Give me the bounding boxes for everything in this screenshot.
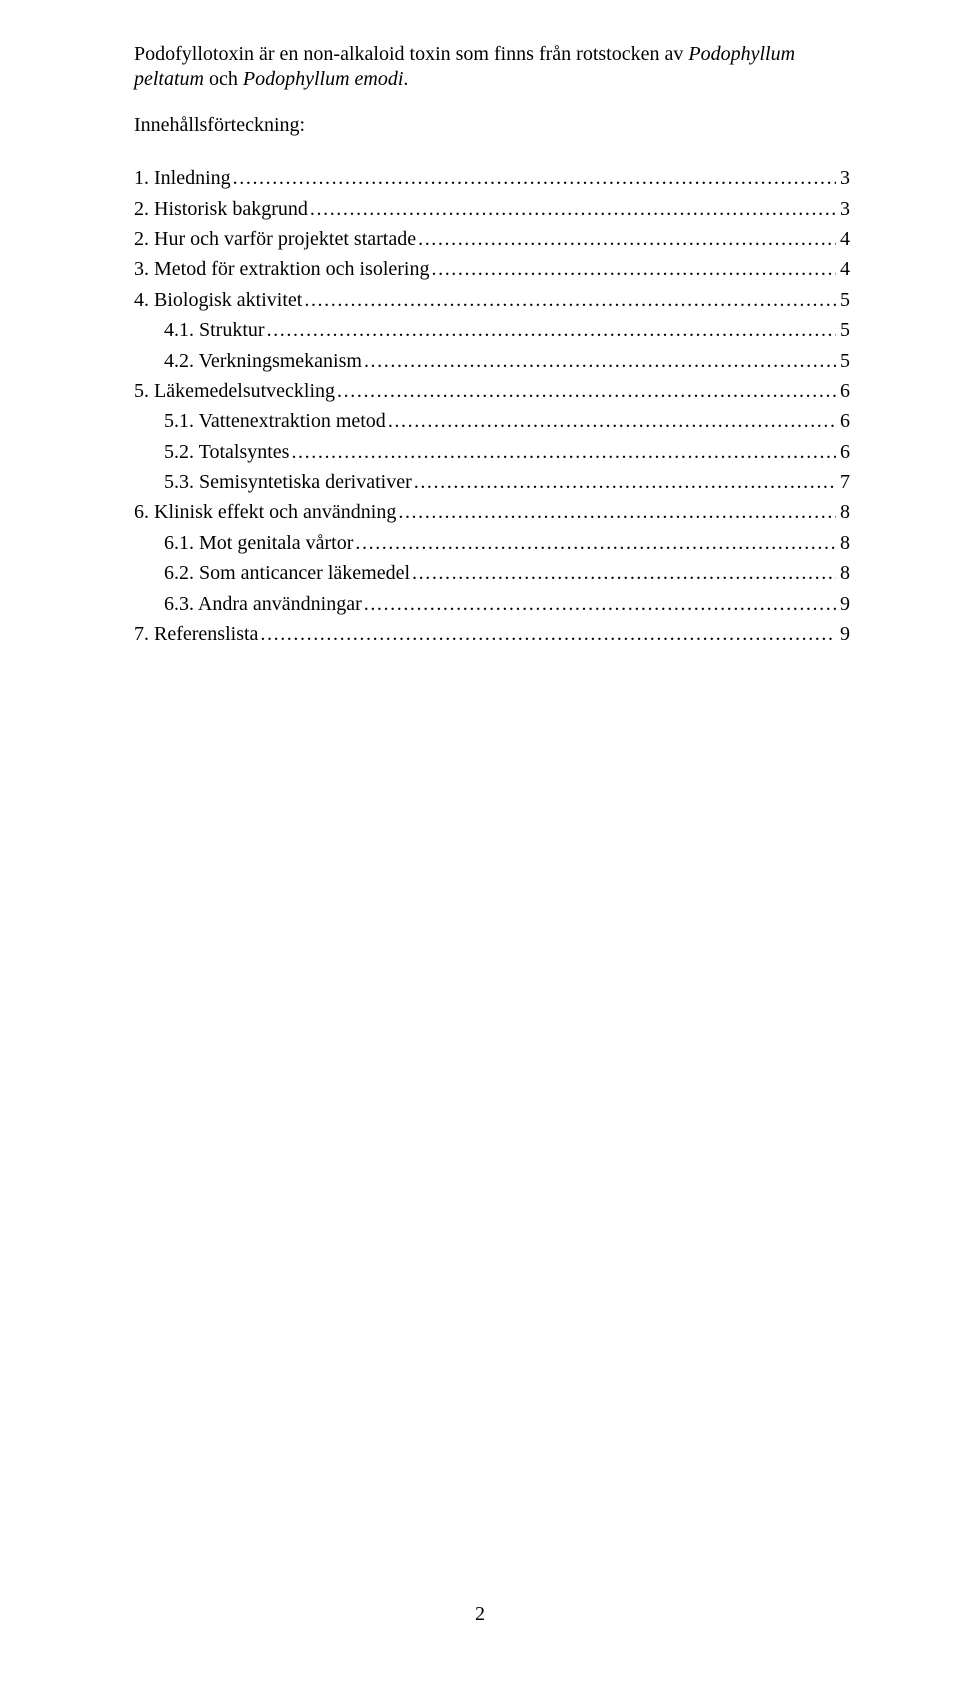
toc-row: 6. Klinisk effekt och användning 8	[134, 497, 850, 527]
toc-leader-dots	[364, 589, 836, 619]
toc-row: 7. Referenslista 9	[134, 619, 850, 649]
toc-leader-dots	[418, 224, 836, 254]
toc-page-number: 4	[838, 254, 850, 284]
toc-label: 3. Metod för extraktion och isolering	[134, 254, 430, 284]
toc-leader-dots	[337, 376, 836, 406]
toc-row: 6.1. Mot genitala vårtor 8	[134, 528, 850, 558]
toc-page-number: 9	[838, 619, 850, 649]
toc-row: 6.3. Andra användningar 9	[134, 589, 850, 619]
toc-label: 4.1. Struktur	[164, 315, 265, 345]
toc-page-number: 5	[838, 285, 850, 315]
toc-row: 5.3. Semisyntetiska derivativer 7	[134, 467, 850, 497]
intro-text-1: Podofyllotoxin är en non-alkaloid toxin …	[134, 43, 688, 65]
toc-label: 4.2. Verkningsmekanism	[164, 346, 362, 376]
toc-row: 4. Biologisk aktivitet 5	[134, 285, 850, 315]
toc-leader-dots	[412, 558, 836, 588]
document-page: Podofyllotoxin är en non-alkaloid toxin …	[0, 0, 960, 1686]
intro-text-2: och	[204, 68, 243, 90]
toc-row: 2. Historisk bakgrund 3	[134, 194, 850, 224]
table-of-contents: 1. Inledning32. Historisk bakgrund32. Hu…	[134, 163, 850, 649]
toc-leader-dots	[432, 254, 837, 284]
toc-leader-dots	[233, 163, 836, 193]
toc-page-number: 4	[838, 224, 850, 254]
toc-label: 5.1. Vattenextraktion metod	[164, 406, 386, 436]
intro-paragraph: Podofyllotoxin är en non-alkaloid toxin …	[134, 42, 850, 91]
toc-label: 1. Inledning	[134, 163, 231, 193]
toc-row: 2. Hur och varför projektet startade 4	[134, 224, 850, 254]
toc-page-number: 6	[838, 437, 850, 467]
toc-row: 5.2. Totalsyntes 6	[134, 437, 850, 467]
toc-label: 4. Biologisk aktivitet	[134, 285, 302, 315]
toc-page-number: 8	[838, 528, 850, 558]
toc-row: 4.2. Verkningsmekanism 5	[134, 346, 850, 376]
intro-italic-2: Podophyllum emodi	[243, 68, 404, 90]
toc-row: 1. Inledning 3	[134, 163, 850, 193]
toc-leader-dots	[355, 528, 836, 558]
toc-page-number: 6	[838, 406, 850, 436]
toc-leader-dots	[267, 315, 836, 345]
toc-row: 5.1. Vattenextraktion metod 6	[134, 406, 850, 436]
toc-page-number: 5	[838, 315, 850, 345]
toc-row: 4.1. Struktur 5	[134, 315, 850, 345]
toc-row: 3. Metod för extraktion och isolering 4	[134, 254, 850, 284]
toc-page-number: 8	[838, 558, 850, 588]
toc-page-number: 7	[838, 467, 850, 497]
toc-label: 6.1. Mot genitala vårtor	[164, 528, 353, 558]
toc-leader-dots	[260, 619, 836, 649]
toc-label: 2. Historisk bakgrund	[134, 194, 308, 224]
page-number: 2	[0, 1603, 960, 1626]
toc-label: 5. Läkemedelsutveckling	[134, 376, 335, 406]
toc-leader-dots	[414, 467, 836, 497]
toc-leader-dots	[304, 285, 836, 315]
toc-label: 5.2. Totalsyntes	[164, 437, 289, 467]
toc-label: 6. Klinisk effekt och användning	[134, 497, 396, 527]
toc-row: 6.2. Som anticancer läkemedel 8	[134, 558, 850, 588]
toc-label: 7. Referenslista	[134, 619, 258, 649]
toc-page-number: 3	[838, 194, 850, 224]
toc-leader-dots	[364, 346, 836, 376]
toc-leader-dots	[398, 497, 836, 527]
intro-text-3: .	[403, 68, 408, 90]
toc-page-number: 6	[838, 376, 850, 406]
toc-label: 2. Hur och varför projektet startade	[134, 224, 416, 254]
toc-heading: Innehållsförteckning:	[134, 113, 850, 138]
toc-label: 6.2. Som anticancer läkemedel	[164, 558, 410, 588]
toc-page-number: 8	[838, 497, 850, 527]
toc-page-number: 5	[838, 346, 850, 376]
toc-page-number: 3	[838, 163, 850, 193]
toc-leader-dots	[291, 437, 836, 467]
toc-label: 6.3. Andra användningar	[164, 589, 362, 619]
toc-page-number: 9	[838, 589, 850, 619]
toc-leader-dots	[310, 194, 836, 224]
toc-label: 5.3. Semisyntetiska derivativer	[164, 467, 412, 497]
toc-leader-dots	[388, 406, 836, 436]
toc-row: 5. Läkemedelsutveckling 6	[134, 376, 850, 406]
